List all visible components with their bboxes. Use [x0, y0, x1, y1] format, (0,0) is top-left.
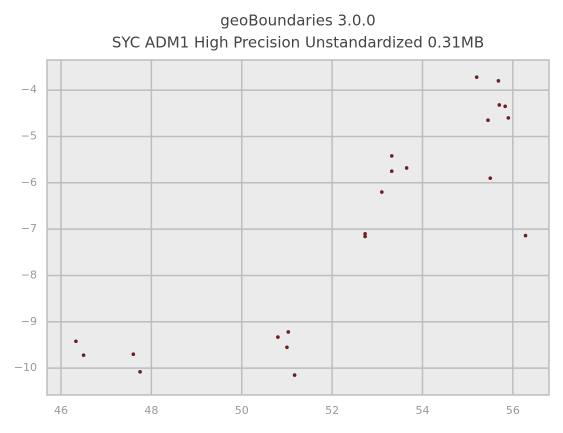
- x-tick-label: 56: [506, 404, 520, 417]
- island: [276, 335, 280, 339]
- island: [74, 339, 78, 344]
- x-tick-label: 52: [325, 404, 339, 417]
- x-tick-label: 54: [415, 404, 429, 417]
- chart-subtitle: SYC ADM1 High Precision Unstandardized 0…: [112, 34, 484, 52]
- y-tick-label: −5: [21, 129, 37, 142]
- island: [363, 234, 367, 239]
- y-tick-label: −7: [21, 222, 37, 235]
- y-tick-label: −4: [21, 83, 37, 96]
- island: [389, 169, 394, 174]
- y-tick-label: −8: [21, 268, 37, 281]
- y-tick-label: −9: [21, 315, 37, 328]
- y-tick-label: −6: [21, 176, 37, 189]
- island: [503, 104, 507, 109]
- island: [380, 190, 384, 194]
- island: [138, 370, 142, 374]
- island: [286, 330, 291, 334]
- island: [496, 79, 501, 83]
- island: [474, 75, 479, 79]
- x-tick-label: 50: [235, 404, 249, 417]
- island: [523, 233, 528, 238]
- island: [488, 176, 493, 180]
- island: [486, 118, 490, 123]
- x-tick-label: 46: [54, 404, 68, 417]
- island: [497, 103, 502, 107]
- island: [285, 345, 289, 350]
- island: [404, 166, 409, 170]
- plot-area: [46, 59, 550, 396]
- chart-title: geoBoundaries 3.0.0: [220, 12, 375, 30]
- y-tick-label: −10: [14, 361, 37, 374]
- island: [389, 154, 394, 158]
- x-tick-label: 48: [144, 404, 158, 417]
- island: [363, 231, 367, 236]
- island: [506, 116, 511, 120]
- island: [81, 353, 86, 357]
- island: [131, 352, 136, 357]
- island: [292, 373, 297, 377]
